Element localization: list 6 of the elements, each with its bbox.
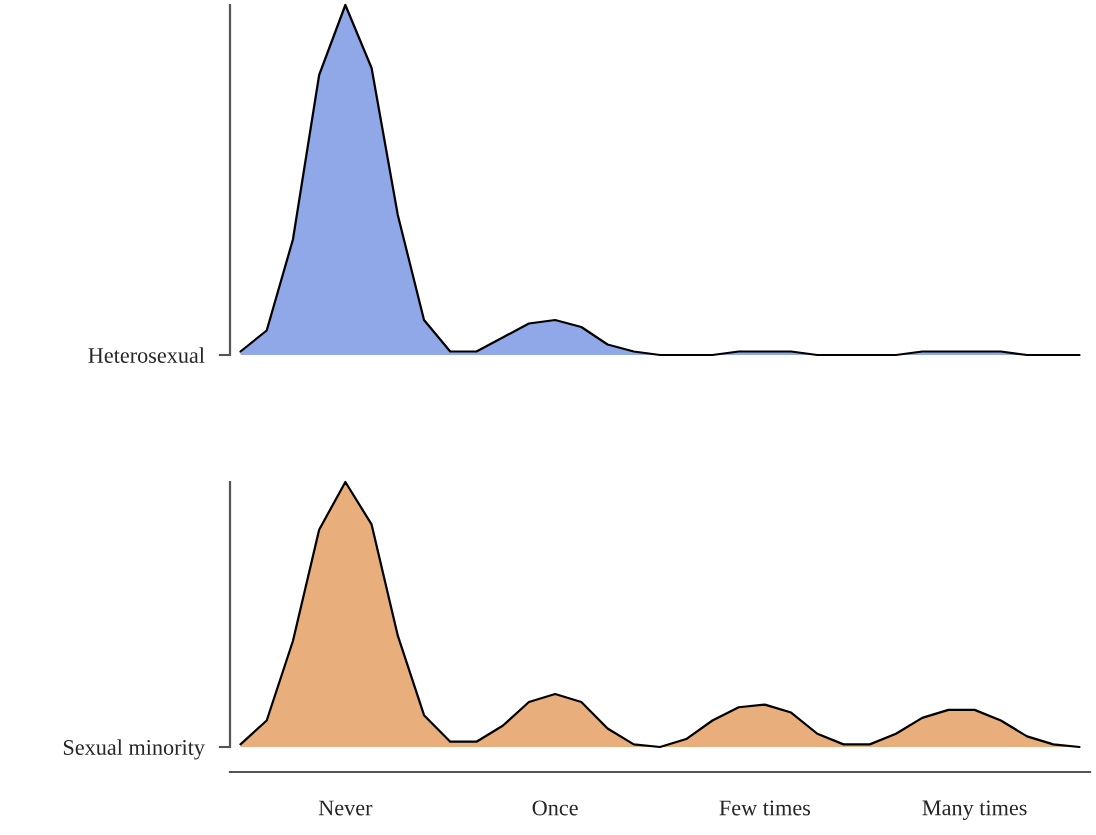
series-label: Heterosexual [88, 347, 205, 363]
x-tick-label: Never [318, 800, 373, 816]
x-tick-label: Many times [922, 800, 1027, 820]
series-label: Sexual minority [63, 739, 205, 760]
x-tick-label: Few times [719, 800, 811, 816]
x-tick-label: Once [532, 800, 578, 816]
